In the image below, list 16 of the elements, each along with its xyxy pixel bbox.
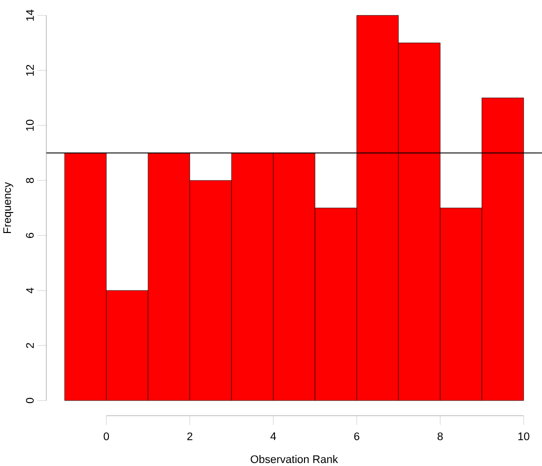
y-tick-label: 14 bbox=[26, 9, 34, 20]
x-axis-title: Observation Rank bbox=[250, 454, 338, 463]
x-tick-label: 2 bbox=[187, 432, 192, 440]
y-axis-title: Frequency bbox=[3, 182, 14, 233]
x-tick-label: 10 bbox=[518, 432, 530, 440]
y-tick-label: 10 bbox=[26, 120, 34, 131]
y-tick-label: 8 bbox=[26, 178, 34, 183]
y-tick-label: 4 bbox=[26, 288, 34, 294]
y-tick-label: 12 bbox=[26, 64, 34, 76]
x-tick-label: 8 bbox=[438, 432, 443, 440]
y-tick-label: 2 bbox=[26, 342, 34, 348]
x-tick-label: 6 bbox=[354, 432, 360, 440]
x-tick-label: 4 bbox=[270, 432, 276, 440]
y-tick-label: 0 bbox=[26, 398, 34, 403]
x-tick-label: 0 bbox=[104, 432, 109, 440]
y-tick-label: 6 bbox=[26, 232, 34, 238]
